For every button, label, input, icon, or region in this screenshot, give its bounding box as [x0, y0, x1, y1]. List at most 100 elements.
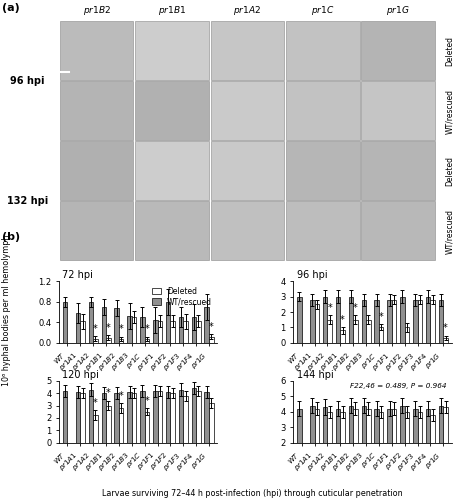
- Text: $\it{pr1B2}$: $\it{pr1B2}$: [83, 4, 111, 17]
- Bar: [323, 407, 327, 474]
- Bar: [439, 300, 444, 343]
- Bar: [170, 321, 175, 343]
- Bar: [379, 328, 384, 343]
- Bar: [153, 320, 158, 343]
- Bar: [444, 338, 448, 343]
- Bar: [127, 316, 132, 343]
- Bar: [119, 408, 123, 442]
- Text: $\it{pr1A2}$: $\it{pr1A2}$: [233, 4, 262, 17]
- Bar: [375, 408, 379, 474]
- Text: Deleted: Deleted: [445, 36, 454, 66]
- Text: Larvae surviving 72–44 h post-infection (hpi) through cuticular penetration: Larvae surviving 72–44 h post-infection …: [102, 488, 402, 498]
- Bar: [379, 412, 384, 474]
- FancyBboxPatch shape: [361, 202, 435, 260]
- Bar: [426, 408, 430, 474]
- Bar: [327, 320, 332, 343]
- Bar: [366, 320, 370, 343]
- Bar: [119, 338, 123, 343]
- Bar: [209, 336, 213, 343]
- Bar: [132, 394, 136, 442]
- Legend: Deleted, WT/rescued: Deleted, WT/rescued: [150, 285, 213, 308]
- Bar: [400, 296, 405, 343]
- Bar: [93, 338, 98, 343]
- Bar: [405, 412, 409, 474]
- Bar: [315, 304, 319, 343]
- Bar: [63, 302, 67, 343]
- FancyBboxPatch shape: [60, 202, 133, 260]
- Text: (b): (b): [2, 232, 20, 242]
- Text: *: *: [144, 396, 149, 406]
- Bar: [310, 300, 315, 343]
- Text: WT/rescued: WT/rescued: [445, 88, 454, 134]
- Text: Deleted: Deleted: [445, 156, 454, 186]
- FancyBboxPatch shape: [286, 202, 360, 260]
- Text: 10⁶ hyphal bodies per ml hemolymph: 10⁶ hyphal bodies per ml hemolymph: [2, 234, 11, 386]
- Bar: [327, 412, 332, 474]
- Text: *: *: [93, 324, 98, 334]
- Bar: [413, 408, 418, 474]
- Bar: [183, 396, 188, 442]
- Bar: [89, 302, 93, 343]
- FancyBboxPatch shape: [286, 142, 360, 200]
- FancyBboxPatch shape: [211, 202, 284, 260]
- FancyBboxPatch shape: [286, 21, 360, 80]
- Bar: [375, 300, 379, 343]
- Bar: [196, 321, 201, 343]
- Bar: [179, 390, 183, 442]
- Text: *: *: [106, 388, 111, 398]
- Bar: [387, 300, 392, 343]
- Bar: [439, 406, 444, 473]
- Bar: [132, 317, 136, 343]
- Text: *: *: [209, 322, 214, 332]
- Bar: [405, 328, 409, 343]
- FancyBboxPatch shape: [60, 21, 133, 80]
- Text: 96 hpi: 96 hpi: [10, 76, 44, 86]
- Bar: [362, 406, 366, 473]
- Bar: [145, 412, 149, 442]
- Bar: [106, 406, 110, 442]
- Text: *: *: [93, 398, 98, 408]
- Bar: [140, 317, 145, 343]
- Bar: [127, 392, 132, 442]
- Bar: [297, 408, 302, 474]
- Text: 72 hpi: 72 hpi: [62, 270, 93, 280]
- Text: *: *: [119, 390, 123, 400]
- Bar: [353, 320, 358, 343]
- Bar: [166, 302, 170, 343]
- Bar: [106, 338, 110, 343]
- Bar: [114, 394, 119, 442]
- FancyBboxPatch shape: [361, 81, 435, 140]
- Bar: [145, 338, 149, 343]
- FancyBboxPatch shape: [361, 21, 435, 80]
- Bar: [140, 391, 145, 442]
- Bar: [336, 408, 340, 474]
- Bar: [349, 406, 353, 473]
- Bar: [158, 321, 162, 343]
- FancyBboxPatch shape: [135, 81, 209, 140]
- Bar: [114, 308, 119, 343]
- FancyBboxPatch shape: [211, 142, 284, 200]
- Bar: [102, 394, 106, 442]
- Text: 144 hpi: 144 hpi: [296, 370, 333, 380]
- Text: *: *: [119, 324, 123, 334]
- Bar: [340, 412, 345, 474]
- Bar: [418, 300, 422, 343]
- Bar: [93, 416, 98, 442]
- Bar: [336, 296, 340, 343]
- Bar: [158, 391, 162, 442]
- Text: *: *: [443, 324, 448, 334]
- Bar: [310, 406, 315, 473]
- Bar: [63, 391, 67, 442]
- Text: *: *: [106, 322, 111, 332]
- Bar: [444, 407, 448, 474]
- FancyBboxPatch shape: [60, 142, 133, 200]
- Bar: [315, 408, 319, 474]
- Bar: [179, 317, 183, 343]
- Bar: [430, 415, 435, 474]
- Bar: [192, 317, 196, 343]
- Text: *: *: [353, 302, 358, 312]
- Bar: [76, 392, 80, 442]
- Bar: [204, 307, 209, 343]
- Bar: [323, 296, 327, 343]
- Bar: [430, 300, 435, 343]
